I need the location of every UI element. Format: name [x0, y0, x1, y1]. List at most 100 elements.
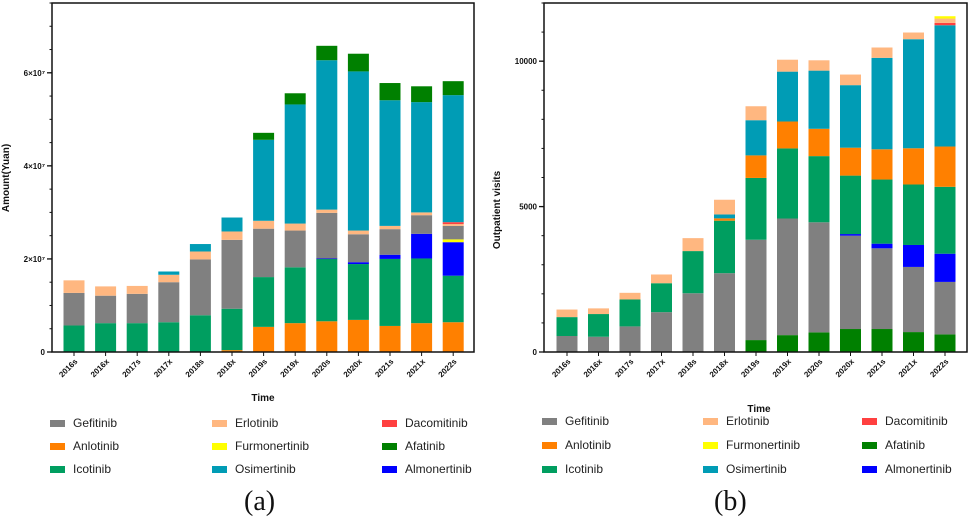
bar-segment-afatinib-2019s: [253, 132, 275, 140]
chart-0: 2016s 2016x 2017s 2017x 2018s 2018x 2019s 2019x…: [1, 2, 475, 404]
bar-segment-osimertinib-2018s: [189, 244, 211, 252]
legend-label: Erlotinib: [726, 414, 770, 428]
bar-segment-gefitinib-2016s: [556, 336, 578, 352]
bar-segment-anlotinib-2021x: [903, 148, 924, 185]
x-tick-label: 2019s: [739, 357, 761, 379]
bar-segment-anlotinib-2019x: [777, 121, 798, 149]
bar-segment-anlotinib-2019s: [745, 155, 767, 178]
bar-segment-dacomitinib-2022s: [442, 222, 464, 225]
bar-segment-afatinib-2020x: [840, 329, 861, 352]
bar-segment-erlotinib-2018x: [714, 199, 735, 215]
x-tick-label: 2020s: [802, 357, 824, 379]
bar-segment-erlotinib-2020s: [808, 60, 830, 71]
x-tick-label: 2019s: [247, 357, 269, 379]
y-tick-label: 10000: [515, 57, 538, 66]
bar-segment-osimertinib-2019s: [745, 120, 767, 156]
bar-segment-osimertinib-2020s: [316, 60, 338, 210]
y-axis-title: Outpatient visits: [492, 170, 503, 249]
legend-item-osimertinib: Osimertinib: [703, 462, 787, 476]
x-tick-label: 2018x: [215, 357, 237, 379]
bar-segment-icotinib-2017x: [158, 322, 180, 352]
bar-segment-erlotinib-2019s: [745, 106, 767, 121]
legend-item-furmonertinib: Furmonertinib: [703, 438, 800, 452]
legend-label: Osimertinib: [235, 462, 296, 476]
bar-segment-almonertinib-2020x: [840, 234, 861, 236]
legend-label: Gefitinib: [73, 416, 118, 430]
y-tick-label: 5000: [519, 203, 537, 212]
bar-segment-icotinib-2022s: [442, 275, 464, 323]
bar-segment-almonertinib-2021s: [871, 243, 893, 249]
bar-segment-osimertinib-2021s: [379, 100, 401, 226]
bar-segment-anlotinib-2022s: [442, 322, 464, 352]
x-tick-label: 2020x: [834, 357, 856, 379]
legend-swatch: [382, 442, 397, 450]
x-tick-label: 2016x: [89, 357, 111, 379]
legend-item-anlotinib: Anlotinib: [542, 438, 611, 452]
bar-segment-afatinib-2020x: [347, 53, 369, 72]
legend-label: Anlotinib: [73, 439, 120, 453]
bar-segment-gefitinib-2020s: [808, 222, 830, 333]
legend-swatch: [862, 441, 877, 449]
chart-1: 2016s 2016x 2017s 2017x 2018s 2018x 2019s 2019x…: [492, 2, 968, 415]
legend-label: Furmonertinib: [726, 438, 801, 452]
bar-segment-osimertinib-2019x: [284, 104, 306, 224]
bar-segment-furmonertinib-2022s: [442, 239, 464, 243]
bar-segment-osimertinib-2020x: [840, 85, 861, 148]
bar-segment-osimertinib-2022s: [442, 95, 464, 223]
bar-segment-osimertinib-2021x: [411, 102, 433, 213]
bar-segment-icotinib-2017s: [619, 299, 641, 327]
bar-segment-gefitinib-2018s: [189, 259, 211, 316]
bar-segment-icotinib-2016x: [588, 314, 609, 337]
bar-segment-icotinib-2019x: [284, 267, 306, 324]
legend-label: Icotinib: [565, 462, 604, 476]
legend-label: Furmonertinib: [235, 439, 310, 453]
y-axis-title: Amount(Yuan): [1, 144, 12, 212]
legend-item-icotinib: Icotinib: [50, 462, 111, 476]
legend-swatch: [50, 442, 65, 450]
bar-segment-afatinib-2022s: [442, 81, 464, 96]
bar-segment-icotinib-2020s: [808, 156, 830, 223]
legend-item-anlotinib: Anlotinib: [50, 439, 119, 453]
x-axis-title: Time: [251, 393, 275, 404]
x-tick-label: 2019x: [279, 357, 301, 379]
bar-segment-anlotinib-2019x: [284, 323, 306, 352]
bar-segment-osimertinib-2022s: [934, 25, 956, 147]
bar-segment-erlotinib-2020x: [347, 230, 369, 235]
bar-segment-erlotinib-2019s: [253, 220, 275, 229]
legend-swatch: [542, 465, 557, 473]
bar-segment-gefitinib-2017x: [651, 312, 672, 352]
bar-segment-afatinib-2021x: [411, 86, 433, 103]
legend-item-erlotinib: Erlotinib: [212, 416, 278, 430]
bar-segment-gefitinib-2021x: [903, 266, 924, 333]
bar-segment-anlotinib-2021s: [379, 325, 401, 352]
legend-label: Icotinib: [73, 462, 112, 476]
x-tick-label: 2017x: [152, 357, 174, 379]
bar-segment-erlotinib-2019x: [777, 59, 798, 72]
x-tick-label: 2022s: [437, 357, 459, 379]
bar-segment-gefitinib-2020x: [347, 234, 369, 263]
legend-item-dacomitinib: Dacomitinib: [382, 416, 468, 430]
bar-segment-anlotinib-2020x: [347, 319, 369, 352]
bar-segment-icotinib-2018x: [714, 220, 735, 274]
bar-segment-almonertinib-2022s: [442, 242, 464, 276]
bar-segment-afatinib-2020s: [316, 45, 338, 61]
bar-segment-erlotinib-2017s: [619, 292, 641, 300]
legend-item-almonertinib: Almonertinib: [382, 462, 472, 476]
legend-label: Afatinib: [885, 438, 926, 452]
legend-item-furmonertinib: Furmonertinib: [212, 439, 309, 453]
legend-swatch: [50, 419, 65, 427]
bar-segment-gefitinib-2019x: [777, 218, 798, 336]
bar-segment-afatinib-2019s: [745, 340, 767, 352]
bar-segment-erlotinib-2020s: [316, 209, 338, 213]
y-tick-label: 6×10⁷: [24, 69, 45, 78]
bar-segment-gefitinib-2021s: [871, 248, 893, 330]
bar-segment-erlotinib-2022s: [934, 18, 956, 23]
bar-segment-erlotinib-2018s: [682, 238, 704, 252]
legend-swatch: [50, 465, 65, 473]
legend-swatch: [212, 465, 227, 473]
bar-segment-icotinib-2018x: [221, 308, 243, 351]
legend-label: Dacomitinib: [405, 416, 468, 430]
bar-segment-gefitinib-2018s: [682, 293, 704, 352]
bar-segment-osimertinib-2021x: [903, 39, 924, 149]
bar-segment-erlotinib-2017x: [651, 274, 672, 284]
